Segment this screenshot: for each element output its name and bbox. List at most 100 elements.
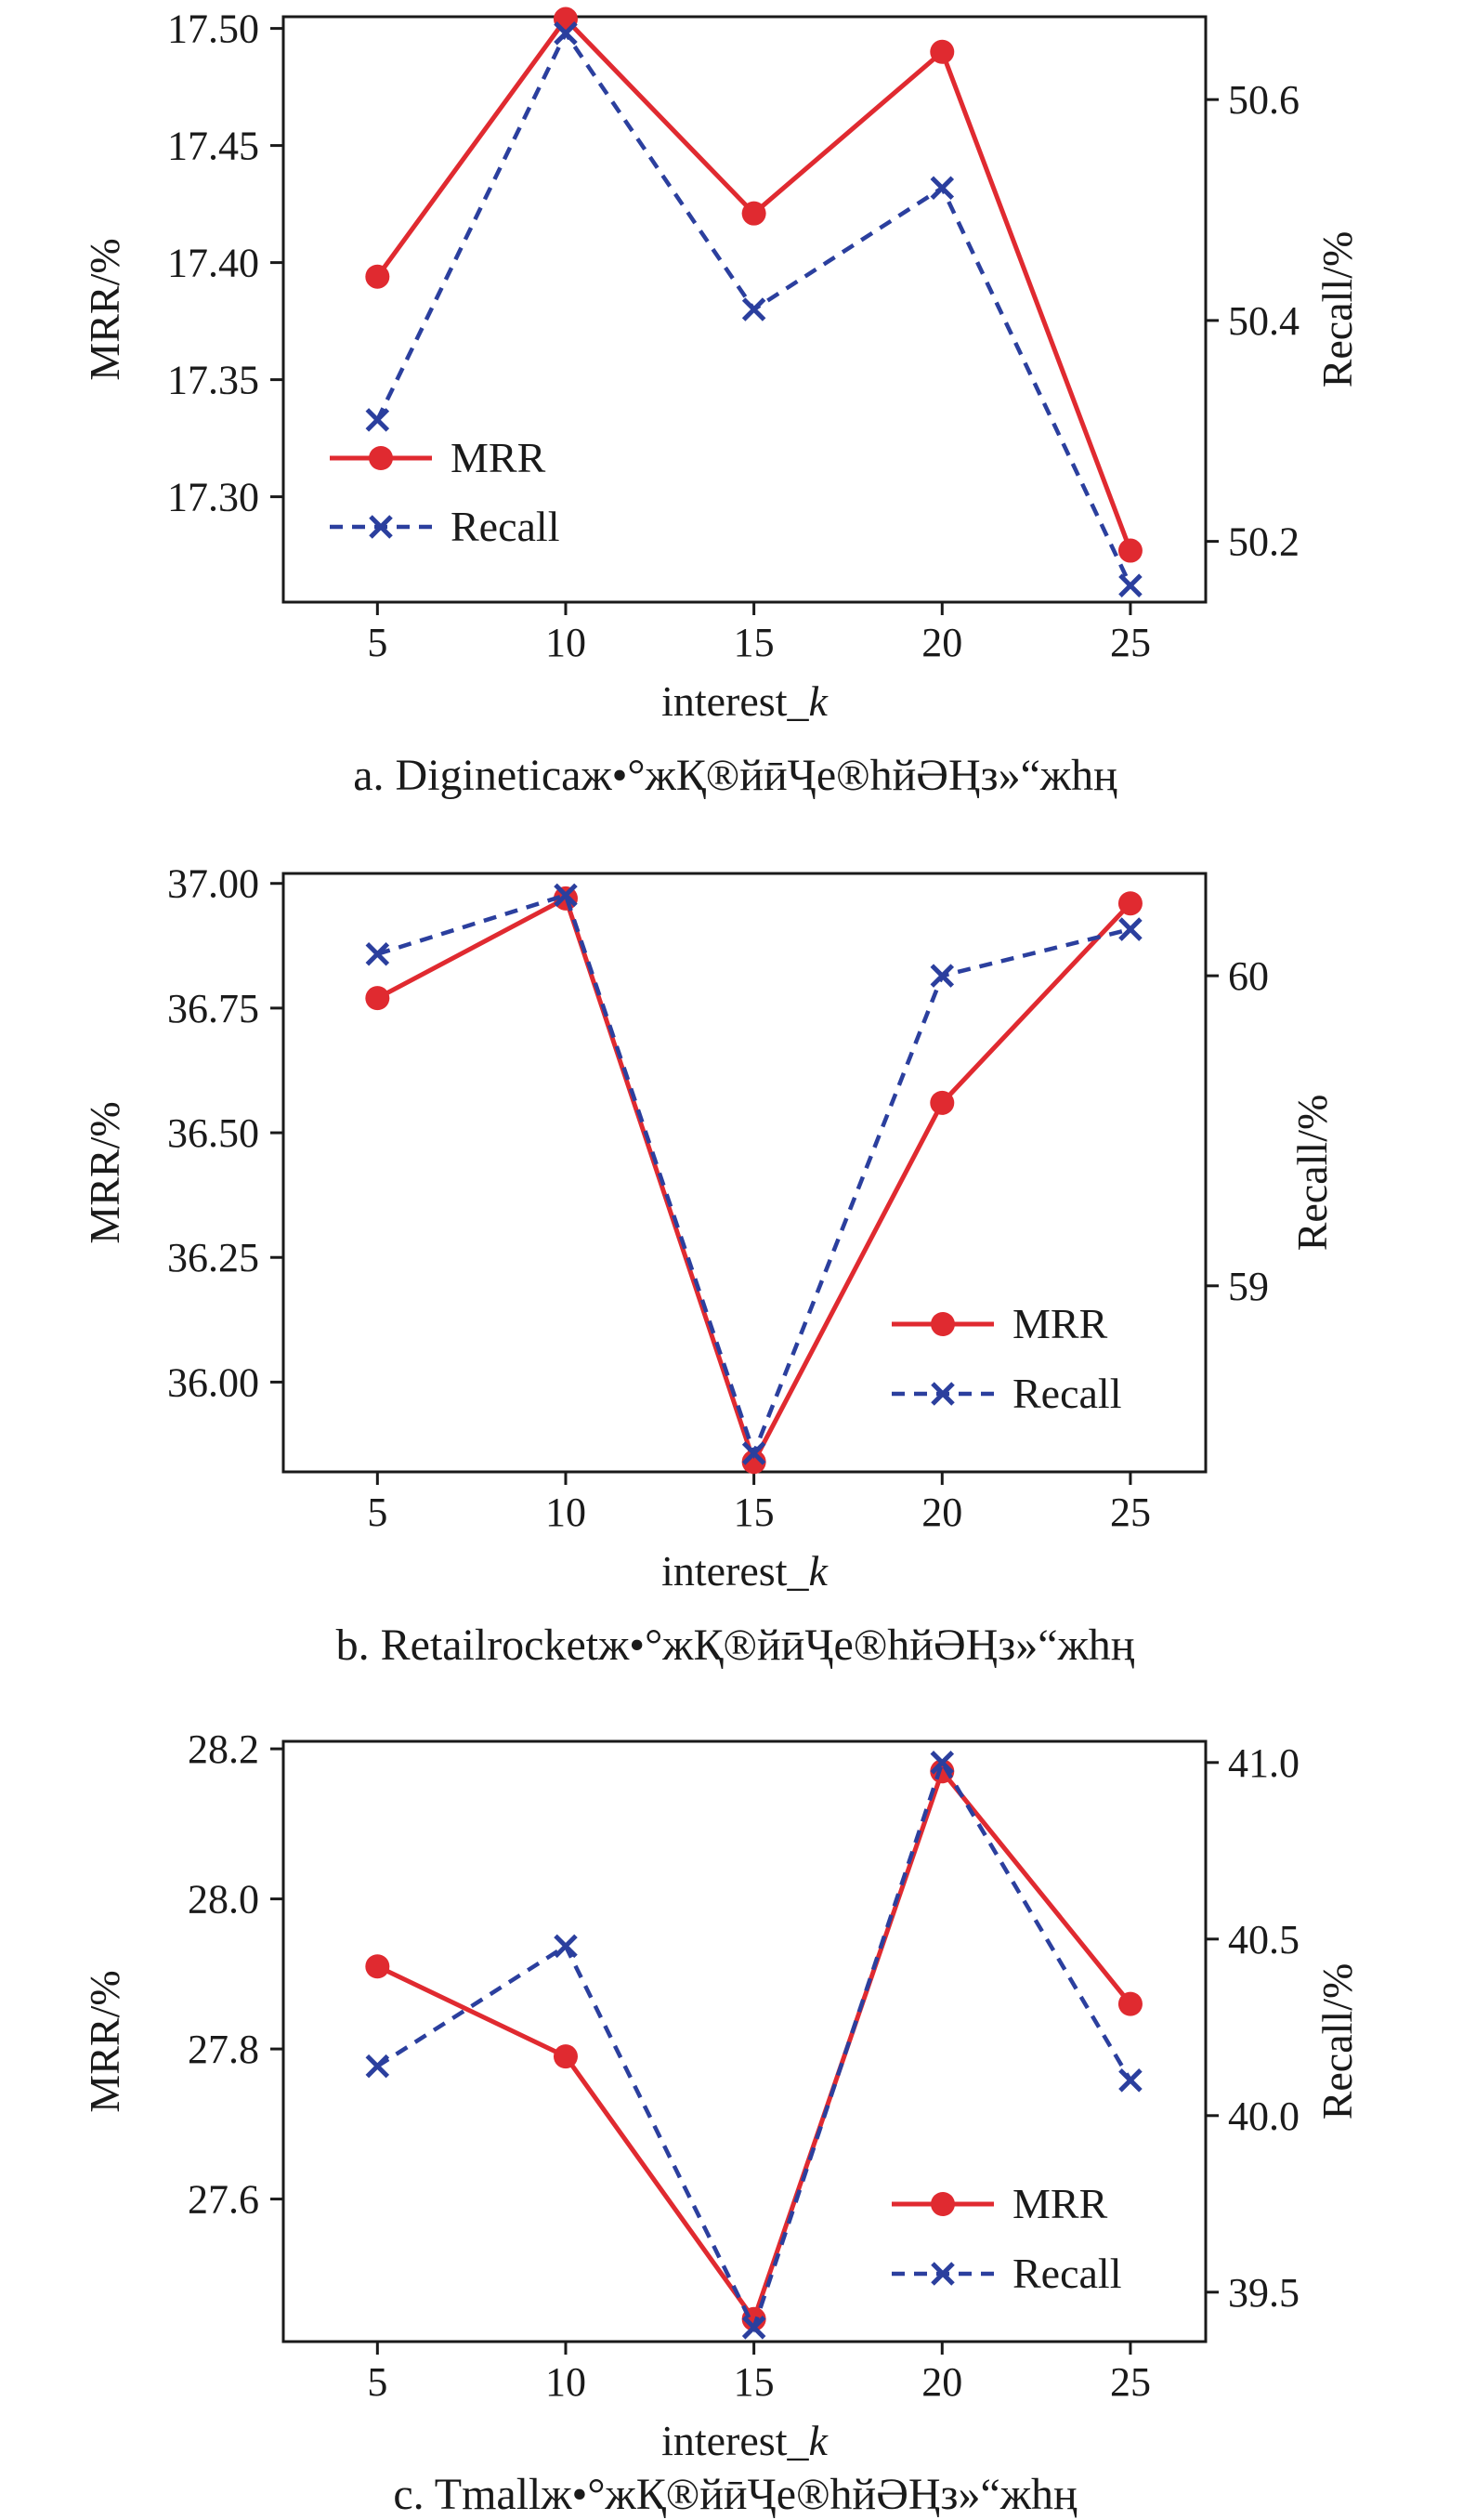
recall-point — [741, 1441, 766, 1465]
recall-point — [554, 883, 578, 908]
x-tick-label: 25 — [1110, 2359, 1151, 2405]
x-tick-label: 10 — [545, 620, 586, 665]
x-tick-label: 20 — [921, 2359, 962, 2405]
x-axis-label-main: interest_ — [661, 1547, 809, 1595]
y-left-axis-label: MRR/% — [81, 1970, 128, 2112]
x-axis-label: interest_k — [661, 1547, 829, 1595]
x-tick-label: 10 — [545, 2359, 586, 2405]
legend-label-mrr: MRR — [451, 434, 546, 481]
legend-marker-mrr — [369, 446, 393, 470]
y-left-axis-label: MRR/% — [81, 1101, 128, 1243]
recall-point — [741, 297, 766, 322]
recall-point — [365, 408, 390, 432]
figure-caption: b. Retailrocketж•°жҚ®йӣҶе®һйӘҢз»“жһң — [336, 1621, 1135, 1670]
y-left-tick-label: 28.0 — [188, 1877, 259, 1923]
legend-label-recall: Recall — [1012, 2250, 1122, 2297]
legend: MRR Recall — [892, 1300, 1122, 1417]
y-left-axis-label: MRR/% — [81, 238, 128, 380]
y-left-tick-label: 28.2 — [188, 1726, 259, 1772]
x-tick-label: 5 — [367, 1490, 387, 1535]
chart-panel-b: 5 10 15 20 25 36.00 36.25 36.50 36.75 37.00 59 60 MR… — [81, 861, 1336, 1670]
mrr-point — [365, 1954, 390, 1979]
x-axis-label: interest_k — [661, 2417, 829, 2464]
mrr-point — [1117, 891, 1143, 916]
x-axis-label-main: interest_ — [661, 2417, 809, 2464]
x-axis-label: interest_k — [661, 677, 829, 725]
x-tick-label: 20 — [921, 620, 962, 665]
y-right-tick-label: 60 — [1228, 953, 1269, 999]
recall-point — [930, 1751, 955, 1775]
recall-point — [365, 941, 390, 966]
y-right-axis-label: Recall/% — [1288, 1095, 1336, 1252]
x-axis-label-variable: k — [808, 677, 829, 725]
mrr-point — [930, 39, 955, 64]
x-axis-label-variable: k — [808, 2417, 829, 2464]
legend: MRR Recall — [330, 434, 560, 550]
mrr-point — [741, 201, 766, 226]
y-left-tick-label: 17.45 — [167, 124, 259, 169]
legend-marker-recall — [931, 2262, 955, 2286]
legend: MRR Recall — [892, 2180, 1122, 2297]
x-axis-label-variable: k — [808, 1547, 829, 1595]
y-left-tick-label: 17.40 — [167, 241, 259, 286]
mrr-point — [930, 1090, 955, 1115]
recall-point — [554, 21, 578, 46]
x-tick-label: 25 — [1110, 1490, 1151, 1535]
y-right-axis-label: Recall/% — [1313, 231, 1361, 388]
x-tick-label: 15 — [734, 2359, 775, 2405]
y-right-tick-label: 59 — [1228, 1264, 1269, 1309]
y-left-tick-label: 36.00 — [167, 1359, 259, 1405]
legend-marker-recall — [931, 1382, 955, 1406]
chart-panel-a: 5 10 15 20 25 17.30 17.35 17.40 17.45 17.50 50.2 50… — [81, 7, 1361, 800]
mrr-point — [553, 2044, 578, 2069]
y-left-tick-label: 36.50 — [167, 1110, 259, 1156]
recall-point — [1118, 2068, 1143, 2093]
legend-label-mrr: MRR — [1012, 1300, 1108, 1347]
mrr-point — [741, 1450, 766, 1475]
mrr-point — [365, 986, 390, 1011]
recall-point — [365, 2054, 390, 2079]
recall-point — [1118, 573, 1143, 597]
mrr-point — [1117, 538, 1143, 563]
y-left-tick-label: 37.00 — [167, 861, 259, 907]
x-tick-label: 10 — [545, 1490, 586, 1535]
figure-caption: a. Digineticaж•°жҚ®йӣҶе®һйӘҢз»“жһң — [353, 751, 1117, 800]
recall-point — [741, 2316, 766, 2340]
y-right-tick-label: 50.2 — [1228, 519, 1300, 565]
legend-marker-recall — [369, 515, 393, 539]
x-tick-label: 5 — [367, 2359, 387, 2405]
x-tick-label: 5 — [367, 620, 387, 665]
recall-point — [930, 964, 955, 988]
y-left-tick-label: 17.30 — [167, 475, 259, 520]
figure-caption: c. Tmallж•°жҚ®йӣҶе®һйӘҢз»“жһң — [393, 2470, 1078, 2519]
plot-frame — [281, 15, 1208, 604]
y-right-tick-label: 41.0 — [1228, 1740, 1300, 1786]
y-left-tick-label: 27.8 — [188, 2027, 259, 2072]
y-left-tick-label: 36.75 — [167, 986, 259, 1031]
recall-point — [554, 1934, 578, 1959]
y-left-tick-label: 17.35 — [167, 358, 259, 403]
y-left-tick-label: 17.50 — [167, 7, 259, 52]
x-tick-label: 15 — [734, 620, 775, 665]
recall-point — [1118, 917, 1143, 941]
y-right-tick-label: 40.0 — [1228, 2093, 1300, 2139]
y-right-tick-label: 39.5 — [1228, 2270, 1300, 2316]
chart-panel-c: 5 10 15 20 25 27.6 27.8 28.0 28.2 39.5 40.0 40.5 41.… — [81, 1726, 1361, 2519]
legend-marker-mrr — [931, 1312, 955, 1336]
plot-frame — [281, 1739, 1208, 2343]
legend-label-recall: Recall — [1012, 1370, 1122, 1417]
x-tick-label: 25 — [1110, 620, 1151, 665]
y-right-tick-label: 50.6 — [1228, 77, 1300, 123]
y-right-tick-label: 40.5 — [1228, 1917, 1300, 1962]
legend-label-mrr: MRR — [1012, 2180, 1108, 2227]
plot-frame — [281, 872, 1208, 1474]
x-tick-label: 15 — [734, 1490, 775, 1535]
y-left-tick-label: 27.6 — [188, 2177, 259, 2223]
mrr-point — [1117, 1991, 1143, 2016]
series-line-recall — [376, 1757, 1132, 2333]
y-right-axis-label: Recall/% — [1313, 1963, 1361, 2120]
y-right-tick-label: 50.4 — [1228, 298, 1300, 344]
y-left-tick-label: 36.25 — [167, 1235, 259, 1280]
x-tick-label: 20 — [921, 1490, 962, 1535]
